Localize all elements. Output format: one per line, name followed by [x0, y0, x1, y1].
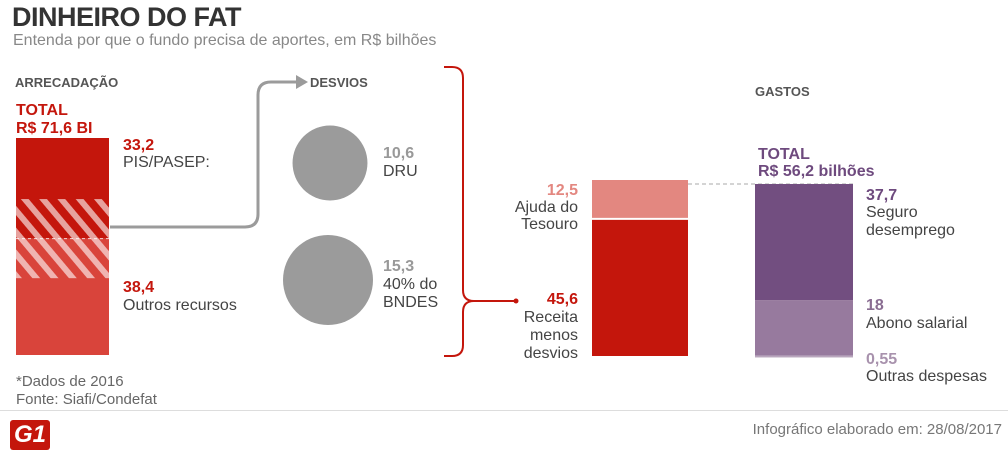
footer-divider	[0, 410, 1008, 411]
outras-label: Outras despesas	[866, 368, 987, 385]
outras-value: 0,55	[866, 351, 898, 368]
g1-logo: G1	[10, 420, 50, 450]
page-subtitle: Entenda por que o fundo precisa de aport…	[13, 32, 437, 49]
gastos-total-value: R$ 56,2 bilhões	[758, 163, 875, 180]
dru-label: DRU	[383, 163, 418, 180]
outros-value: 38,4	[123, 279, 155, 296]
bubble-dru	[292, 125, 368, 201]
receita-label-line1: Receita	[523, 309, 578, 326]
bndes-label-line1: 40% do	[383, 276, 438, 293]
pis-value: 33,2	[123, 137, 155, 154]
abono-value: 18	[866, 297, 884, 314]
bndes-label-line2: BNDES	[383, 294, 439, 311]
outros-label: Outros recursos	[123, 297, 237, 314]
abono-label: Abono salarial	[866, 315, 968, 332]
seguro-label-line1: Seguro	[866, 204, 918, 221]
pis-label: PIS/PASEP:	[123, 154, 210, 171]
section-desvios: DESVIOS	[310, 75, 368, 90]
infographic-credit: Infográfico elaborado em: 28/08/2017	[752, 421, 1002, 438]
bar-outras-despesas	[755, 355, 853, 358]
receita-label-line2: menos	[529, 327, 578, 344]
bar-abono-salarial	[755, 300, 853, 356]
bracket-upper	[444, 66, 514, 302]
ajuda-label-line2: Tesouro	[521, 216, 578, 233]
ajuda-label-line1: Ajuda do	[514, 199, 578, 216]
bndes-value: 15,3	[383, 258, 415, 275]
arrecadacao-total-label: TOTAL	[16, 102, 68, 119]
bar-ajuda-tesouro	[592, 180, 688, 218]
bar-receita-menos-desvios	[592, 219, 688, 356]
bracket-dot	[513, 298, 519, 304]
seguro-label-line2: desemprego	[866, 222, 955, 239]
dru-value: 10,6	[383, 145, 415, 162]
flow-arrow-head	[296, 75, 308, 89]
ajuda-value: 12,5	[546, 182, 578, 199]
data-note: *Dados de 2016	[16, 373, 124, 390]
seguro-value: 37,7	[866, 187, 898, 204]
source-note: Fonte: Siafi/Condefat	[16, 391, 157, 408]
receita-value: 45,6	[546, 291, 578, 308]
flow-arrow-line	[110, 80, 296, 229]
arrecadacao-total-value: R$ 71,6 BI	[16, 120, 93, 137]
receita-label-line3: desvios	[523, 345, 578, 362]
bar-seguro-desemprego	[755, 184, 853, 301]
bracket-lower	[444, 300, 475, 357]
bar-desvios-hatch	[16, 199, 109, 279]
section-arrecadacao: ARRECADAÇÃO	[15, 75, 119, 90]
section-gastos: GASTOS	[755, 84, 810, 99]
gastos-total-label: TOTAL	[758, 146, 810, 163]
bubble-bndes	[283, 235, 373, 325]
page-title: DINHEIRO DO FAT	[12, 2, 242, 32]
